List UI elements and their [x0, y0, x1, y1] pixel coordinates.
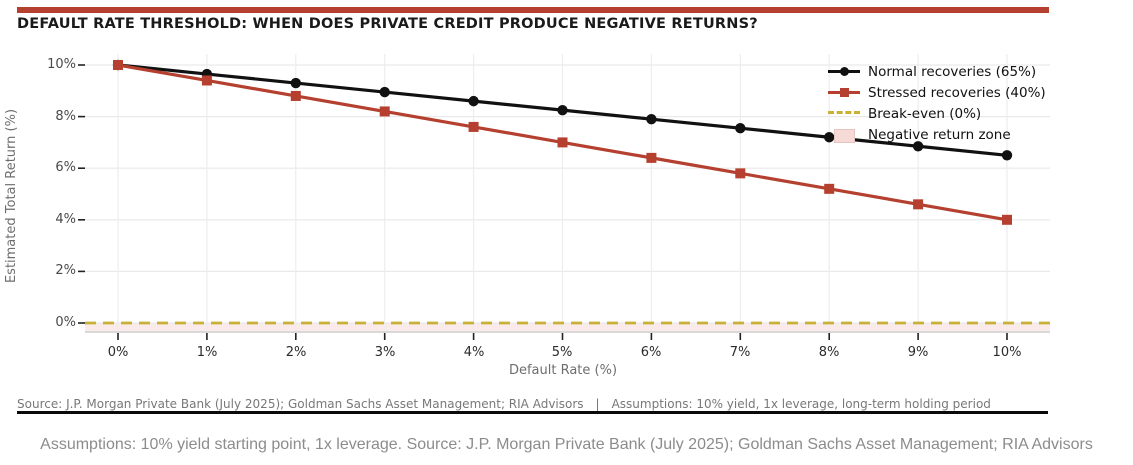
footer-divider — [17, 411, 1048, 414]
y-tick-label: 2% — [55, 263, 76, 278]
legend-label: Stressed recoveries (40%) — [868, 84, 1046, 101]
data-point — [379, 106, 390, 117]
x-tick-label: 5% — [551, 345, 573, 360]
y-tick-label: 10% — [47, 57, 76, 72]
data-point — [912, 141, 924, 152]
legend-label: Normal recoveries (65%) — [868, 63, 1037, 80]
x-tick-label: 4% — [463, 345, 485, 360]
y-axis-title: Estimated Total Return (%) — [4, 108, 19, 284]
data-point — [824, 183, 835, 194]
line-square-marker-icon — [828, 87, 860, 99]
data-point — [468, 121, 479, 132]
legend-item-negative-zone: Negative return zone — [828, 124, 1046, 145]
x-tick-label: 8% — [818, 345, 840, 360]
legend: Normal recoveries (65%) Stressed recover… — [828, 61, 1046, 145]
data-point — [735, 123, 746, 134]
legend-item-normal-recoveries: Normal recoveries (65%) — [828, 61, 1046, 82]
data-point — [290, 77, 301, 89]
x-tick-label: 2% — [285, 345, 307, 360]
dashed-line-icon — [828, 108, 860, 120]
data-point — [557, 137, 568, 148]
data-point — [468, 95, 479, 107]
data-point — [735, 168, 746, 179]
data-point — [1002, 214, 1012, 225]
data-point — [1001, 150, 1013, 161]
source-text: Source: J.P. Morgan Private Bank (July 2… — [17, 397, 584, 411]
data-point — [290, 90, 301, 101]
footnote-separator: | — [595, 397, 600, 411]
x-tick-label: 9% — [907, 345, 929, 360]
data-point — [646, 152, 657, 163]
data-point — [824, 132, 835, 143]
legend-item-break-even: Break-even (0%) — [828, 103, 1046, 124]
caption-text: Assumptions: 10% yield starting point, 1… — [40, 436, 1093, 453]
shaded-patch-icon — [828, 128, 860, 143]
accent-top-bar — [17, 7, 1049, 13]
data-point — [201, 75, 212, 86]
x-tick-label: 6% — [640, 345, 662, 360]
data-point — [646, 113, 657, 125]
y-tick-label: 0% — [55, 315, 76, 330]
x-tick-label: 10% — [992, 345, 1022, 360]
x-tick-label: 7% — [729, 345, 751, 360]
x-tick-label: 3% — [374, 345, 396, 360]
y-tick-label: 4% — [55, 212, 76, 227]
chart-title: DEFAULT RATE THRESHOLD: WHEN DOES PRIVAT… — [17, 16, 758, 32]
x-axis-title: Default Rate (%) — [508, 363, 618, 378]
x-tick-label: 1% — [196, 345, 218, 360]
data-point — [379, 86, 390, 98]
y-tick-label: 6% — [55, 160, 76, 175]
legend-label: Break-even (0%) — [868, 105, 982, 122]
line-circle-marker-icon — [828, 66, 860, 78]
legend-item-stressed-recoveries: Stressed recoveries (40%) — [828, 82, 1046, 103]
assumptions-text: Assumptions: 10% yield, 1x leverage, lon… — [611, 397, 991, 411]
negative-return-zone — [85, 323, 1050, 333]
source-footnote: Source: J.P. Morgan Private Bank (July 2… — [17, 397, 1077, 411]
y-tick-label: 8% — [55, 109, 76, 124]
data-point — [913, 199, 924, 210]
data-point — [113, 60, 123, 70]
legend-label: Negative return zone — [868, 126, 1011, 143]
x-tick-label: 0% — [107, 345, 129, 360]
data-point — [557, 104, 568, 116]
